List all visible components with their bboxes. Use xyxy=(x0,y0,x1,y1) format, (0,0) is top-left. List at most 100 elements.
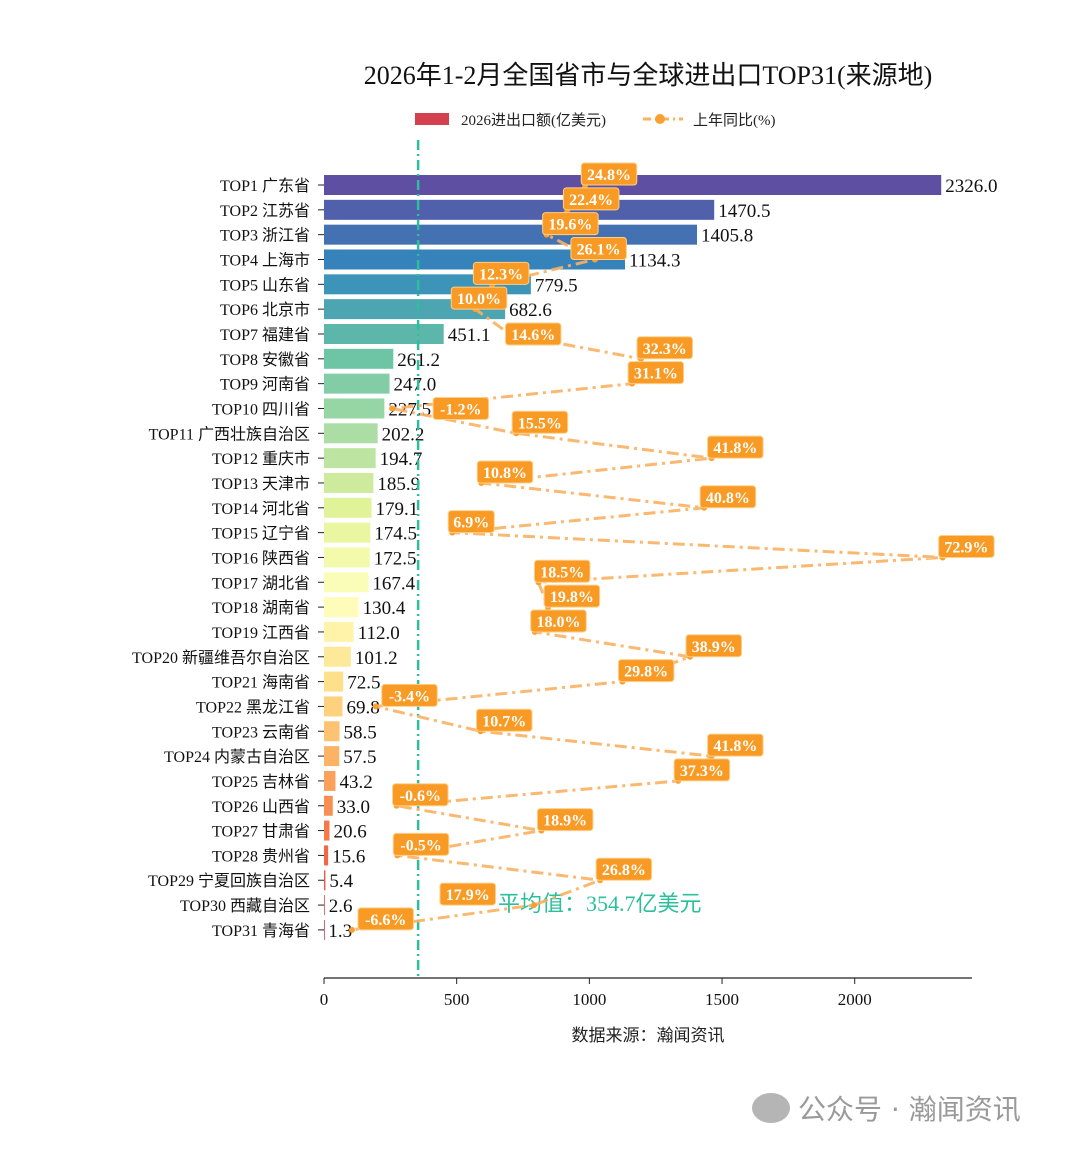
yoy-label-box xyxy=(450,286,508,310)
bar-value-label: 185.9 xyxy=(377,474,420,495)
chart-title: 2026年1-2月全国省市与全球进出口TOP31(来源地) xyxy=(364,61,933,90)
bar-value-label: 202.2 xyxy=(382,424,425,445)
yoy-label: 22.4% xyxy=(569,192,613,209)
yoy-label-box xyxy=(476,460,534,484)
legend-bar-label: 2026进出口额(亿美元) xyxy=(461,112,606,129)
bar xyxy=(324,597,359,618)
bar-value-label: 72.5 xyxy=(347,673,380,694)
bar-value-label: 101.2 xyxy=(355,648,398,669)
bar xyxy=(324,671,344,692)
bar xyxy=(324,795,333,816)
yoy-label: 19.8% xyxy=(550,589,594,606)
bar xyxy=(324,547,370,568)
yoy-label-box xyxy=(439,882,496,906)
yoy-label: 14.6% xyxy=(511,327,555,344)
bar-value-label: 682.6 xyxy=(509,300,552,321)
y-tick-label: TOP2 江苏省 xyxy=(220,202,310,220)
yoy-label: 18.5% xyxy=(540,564,584,581)
yoy-label-box xyxy=(432,396,490,420)
yoy-label: 18.0% xyxy=(536,614,580,631)
bar xyxy=(324,646,351,667)
bar-value-label: 247.0 xyxy=(394,375,437,396)
yoy-label-box xyxy=(707,435,764,459)
yoy-point xyxy=(372,703,379,710)
bar-value-label: 2.6 xyxy=(329,896,353,917)
y-tick-label: TOP31 青海省 xyxy=(212,922,310,940)
yoy-label-box xyxy=(938,534,995,558)
yoy-label: 72.9% xyxy=(944,539,988,556)
yoy-point xyxy=(348,926,355,933)
bar-value-label: 779.5 xyxy=(535,275,578,296)
bar xyxy=(324,522,371,543)
yoy-label: -1.2% xyxy=(440,401,481,418)
yoy-label-box xyxy=(392,783,449,807)
yoy-label-box xyxy=(472,261,530,285)
y-tick-label: TOP27 甘肃省 xyxy=(212,823,310,841)
bar-value-label: 130.4 xyxy=(363,598,406,619)
bar xyxy=(324,820,330,841)
bar-value-label: 15.6 xyxy=(332,846,365,867)
yoy-label: 24.8% xyxy=(587,167,631,184)
bar xyxy=(324,398,385,419)
yoy-line xyxy=(351,184,943,932)
y-tick-label: TOP15 辽宁省 xyxy=(212,525,310,543)
y-tick-label: TOP3 浙江省 xyxy=(220,227,310,245)
x-tick-label: 1500 xyxy=(705,990,739,1009)
bar-value-label: 1134.3 xyxy=(629,250,681,271)
yoy-label-box xyxy=(381,683,438,707)
y-tick-label: TOP20 新疆维吾尔自治区 xyxy=(132,649,310,667)
bar xyxy=(324,497,372,518)
y-tick-label: TOP10 四川省 xyxy=(212,400,310,418)
bar xyxy=(324,721,340,742)
bar xyxy=(324,895,325,916)
y-tick-label: TOP29 宁夏回族自治区 xyxy=(148,872,310,890)
bar xyxy=(324,323,444,344)
yoy-label: 31.1% xyxy=(634,366,678,383)
yoy-label: 26.8% xyxy=(602,862,646,879)
y-tick-label: TOP7 福建省 xyxy=(220,326,310,344)
yoy-label-box xyxy=(673,758,731,782)
bar-value-label: 1.3 xyxy=(328,921,352,942)
yoy-label: -0.6% xyxy=(400,788,441,805)
y-tick-label: TOP8 安徽省 xyxy=(220,351,310,369)
yoy-label-box xyxy=(617,659,675,683)
y-tick-label: TOP13 天津市 xyxy=(212,475,310,493)
yoy-label: -3.4% xyxy=(389,688,430,705)
bar-value-label: 1470.5 xyxy=(718,201,770,222)
yoy-point xyxy=(530,902,537,909)
y-tick-label: TOP18 湖南省 xyxy=(212,599,310,617)
yoy-label-box xyxy=(543,584,601,608)
yoy-label: 41.8% xyxy=(713,440,757,457)
yoy-label: -6.6% xyxy=(365,912,406,929)
bar xyxy=(324,770,336,791)
yoy-label-box xyxy=(562,187,620,211)
bar-value-label: 20.6 xyxy=(333,822,366,843)
bar-value-label: 172.5 xyxy=(374,548,417,569)
yoy-label: 12.3% xyxy=(479,266,523,283)
y-tick-label: TOP17 湖北省 xyxy=(212,574,310,592)
watermark-text: 公众号 · 瀚闻资讯 xyxy=(798,1093,1021,1126)
yoy-label-box xyxy=(542,212,599,236)
yoy-label: 18.9% xyxy=(543,813,587,830)
yoy-label-box xyxy=(476,708,533,732)
yoy-label-box xyxy=(533,559,591,583)
x-tick-label: 2000 xyxy=(838,990,872,1009)
bar-value-label: 451.1 xyxy=(448,325,491,346)
bar-value-label: 112.0 xyxy=(358,623,400,644)
yoy-label: 19.6% xyxy=(548,217,592,234)
y-tick-label: TOP9 河南省 xyxy=(220,376,310,394)
y-tick-label: TOP19 江西省 xyxy=(212,624,310,642)
wechat-icon xyxy=(752,1093,790,1123)
yoy-label: 10.0% xyxy=(457,291,501,308)
yoy-label: 41.8% xyxy=(713,738,757,755)
y-tick-label: TOP25 吉林省 xyxy=(212,773,310,791)
bar-value-label: 33.0 xyxy=(337,797,370,818)
bar xyxy=(324,746,340,767)
bar-value-label: 179.1 xyxy=(376,499,419,520)
bar xyxy=(324,472,374,493)
bar xyxy=(324,845,329,866)
bar xyxy=(324,919,325,940)
bar-value-label: 174.5 xyxy=(374,524,417,545)
x-tick-label: 500 xyxy=(444,990,470,1009)
